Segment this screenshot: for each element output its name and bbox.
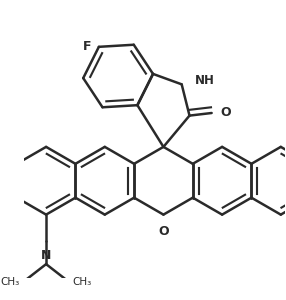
Text: F: F <box>83 40 92 53</box>
Text: NH: NH <box>195 74 214 87</box>
Text: O: O <box>221 106 231 119</box>
Text: N: N <box>41 248 51 262</box>
Text: O: O <box>158 225 169 238</box>
Text: CH₃: CH₃ <box>1 278 20 287</box>
Text: CH₃: CH₃ <box>72 278 92 287</box>
